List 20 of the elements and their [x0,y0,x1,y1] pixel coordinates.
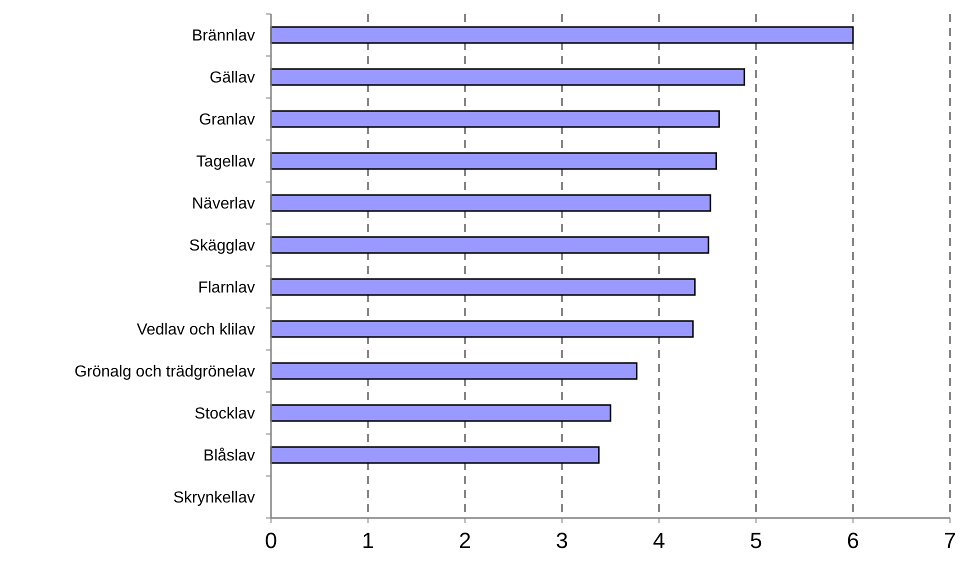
y-tick-label: Blåslav [203,448,255,465]
y-tick-label: Gällav [210,70,255,87]
y-tick-label: Skägglav [189,238,255,255]
x-tick-label: 7 [944,528,956,553]
y-tick-label: Flarnlav [198,280,255,297]
y-tick-label: Brännlav [192,28,255,45]
x-tick-label: 3 [556,528,568,553]
y-tick-label: Näverlav [192,196,255,213]
x-tick-label: 4 [652,528,666,553]
y-tick-label: Tagellav [196,154,255,171]
y-tick-label: Vedlav och klilav [136,322,255,339]
y-tick-label: Stocklav [194,406,255,423]
x-tick-label: 0 [264,528,278,553]
x-tick-label: 1 [362,528,374,553]
y-tick-label: Granlav [198,112,255,129]
x-tick-label: 5 [750,528,762,553]
y-tick-label: Grönalg och trädgrönelav [74,364,255,381]
x-tick-label: 6 [846,528,860,553]
x-tick-label: 2 [458,528,472,553]
y-tick-label: Skrynkellav [173,490,255,507]
